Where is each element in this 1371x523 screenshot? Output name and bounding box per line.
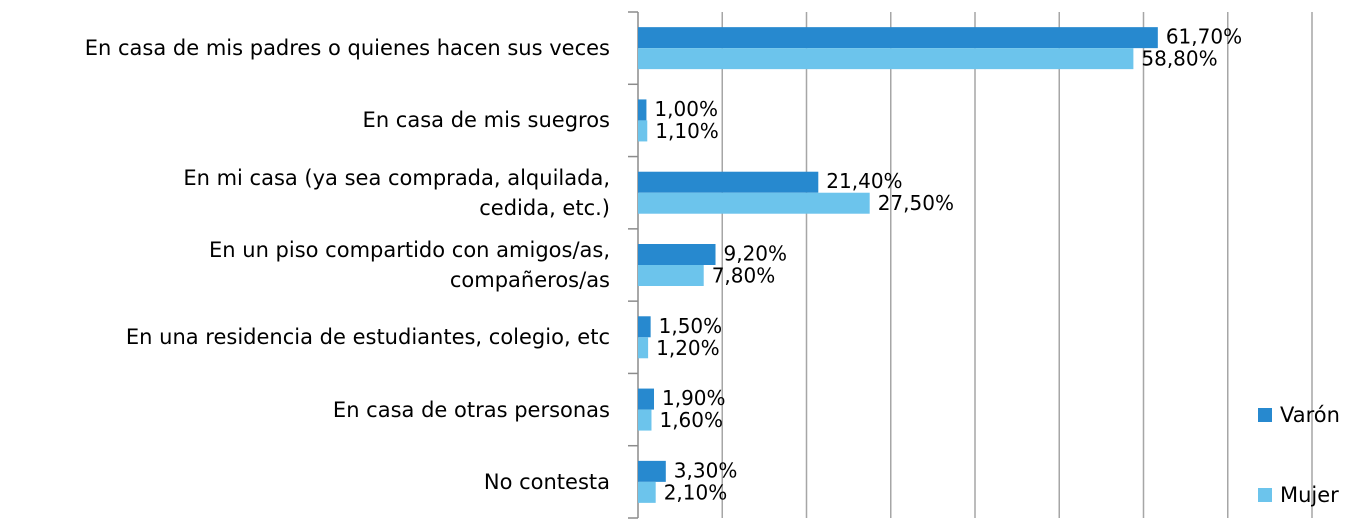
y-tick-label: No contesta [483,469,610,494]
legend-swatch [1258,408,1272,422]
value-label: 2,10% [664,480,728,504]
y-tick-label: En un piso compartido con amigos/as, com… [209,238,610,292]
y-tick-label: En casa de mis padres o quienes hacen su… [84,36,610,61]
y-tick-label: En mi casa (ya sea comprada, alquilada, … [183,165,610,220]
value-label: 1,10% [655,119,719,143]
bar [638,171,819,193]
value-label: 1,50% [659,314,723,338]
bar [638,265,704,286]
bar [638,244,716,265]
value-label: 21,40% [826,169,902,193]
value-label: 7,80% [712,264,776,288]
bar [638,27,1158,49]
value-label: 3,30% [674,458,738,482]
y-tick-label: En una residencia de estudiantes, colegi… [125,325,610,350]
value-label: 61,70% [1166,25,1242,49]
bar [638,192,870,214]
value-label: 1,00% [654,97,718,121]
value-label: 58,80% [1141,47,1217,71]
bar [638,337,649,359]
bar [638,388,655,410]
bar [638,99,647,121]
bar [638,481,656,503]
bar [638,316,651,338]
y-tick-label: En casa de mis suegros [362,108,610,133]
bar [638,460,666,482]
value-label: 1,20% [656,336,720,360]
bar [638,48,1134,70]
value-label: 1,90% [662,386,726,410]
value-label: 27,50% [878,191,954,215]
bar [638,409,652,431]
legend-label: Varón [1280,403,1340,427]
legend-label: Mujer [1280,483,1339,507]
legend-swatch [1258,488,1272,502]
y-tick-label: En casa de otras personas [332,397,610,422]
bar [638,120,648,142]
value-label: 1,60% [659,408,723,432]
value-label: 9,20% [724,242,788,266]
